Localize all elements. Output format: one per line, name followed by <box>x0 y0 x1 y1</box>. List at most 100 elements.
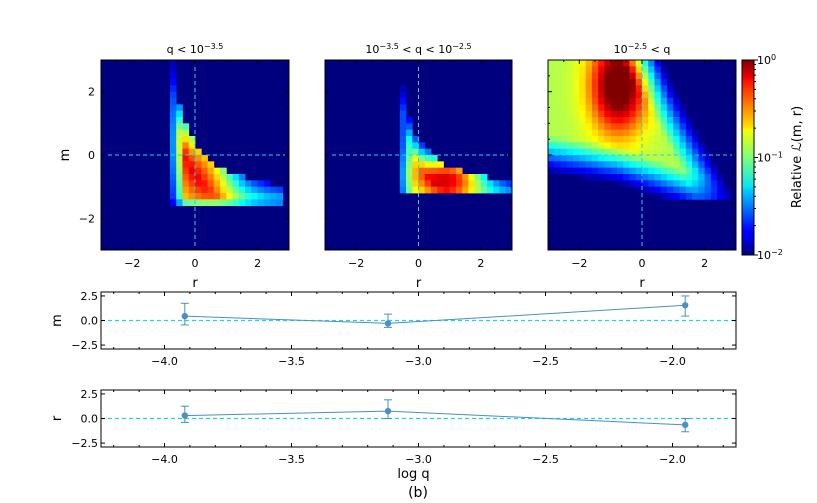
heatmap-cell <box>424 161 432 169</box>
heatmap-cell <box>623 91 630 99</box>
heatmap-cell <box>276 186 284 194</box>
heatmap-cell <box>629 110 637 118</box>
heatmap-cell <box>610 91 618 99</box>
heatmap-cell <box>604 98 612 105</box>
heatmap-cell <box>430 180 438 188</box>
heatmap-cell <box>692 155 699 162</box>
heatmap-cell <box>257 199 265 207</box>
heatmap-cell <box>667 186 674 194</box>
heatmap-cell <box>635 60 643 67</box>
heatmap-cell <box>182 186 190 194</box>
heatmap-cell <box>673 142 680 150</box>
heatmap-cell <box>654 98 662 105</box>
heatmap-cell <box>610 72 618 80</box>
heatmap-cell <box>654 123 662 131</box>
heatmap-cell <box>704 186 712 194</box>
heatmap-cell <box>554 98 561 105</box>
colorbar: 100 10−1 10−2 Relative ℒ(m, r) <box>741 53 805 262</box>
heatmap-cell <box>654 104 662 112</box>
heatmap-cell <box>573 91 580 99</box>
heatmap-cell <box>169 148 177 156</box>
heatmap-cell <box>560 66 568 74</box>
panel-title: 10−3.5 < q < 10−2.5 <box>365 42 471 57</box>
heatmap-cell <box>660 91 668 99</box>
heatmap-cell <box>660 161 668 169</box>
heatmap-cell <box>598 91 605 99</box>
heatmap-cell <box>176 117 183 124</box>
heatmap-cell <box>591 104 599 112</box>
heatmap-cell <box>585 167 593 175</box>
x-axis-label: r <box>416 276 422 291</box>
heatmap-cell <box>679 161 687 169</box>
heatmap-cell <box>579 91 586 99</box>
heatmap-cell <box>698 161 706 169</box>
heatmap-cell <box>585 129 593 137</box>
heatmap-cell <box>604 136 612 143</box>
heatmap-cell <box>629 148 637 156</box>
heatmap-cell <box>679 186 687 194</box>
heatmap-cell <box>591 85 599 93</box>
heatmap-cell <box>251 199 259 207</box>
heatmap-cell <box>399 136 407 143</box>
heatmap-cell <box>169 117 177 124</box>
heatmap-cell <box>437 167 444 175</box>
heatmap-cell <box>623 142 630 150</box>
heatmap-cell <box>573 110 580 118</box>
heatmap-cell <box>443 167 451 175</box>
heatmap-cell <box>667 142 674 150</box>
heatmap-cell <box>213 199 221 207</box>
heatmap-cell <box>635 180 643 188</box>
heatmap-cell <box>449 174 457 181</box>
heatmap-cell <box>176 123 183 131</box>
heatmap-cell <box>598 123 605 131</box>
heatmap-cell <box>648 186 655 194</box>
heatmap-cell <box>560 72 568 80</box>
data-point <box>682 302 689 309</box>
heatmap-cell <box>169 161 177 169</box>
heatmap-cell <box>604 129 612 137</box>
heatmap-cell <box>698 180 706 188</box>
heatmap-cell <box>673 174 680 181</box>
heatmap-cell <box>566 72 574 80</box>
heatmap-cell <box>591 91 599 99</box>
heatmap-cell <box>704 180 712 188</box>
heatmap-cell <box>660 104 668 112</box>
heatmap-cell <box>642 110 649 118</box>
heatmap-cell <box>610 98 618 105</box>
heatmap-cell <box>667 193 674 200</box>
heatmap-cell <box>169 91 177 99</box>
heatmap-cell <box>629 174 637 181</box>
heatmap-cell <box>487 186 494 194</box>
heatmap-cell <box>412 174 419 181</box>
heatmap-cell <box>399 117 407 124</box>
heatmap-cell <box>468 174 475 181</box>
heatmap-cell <box>660 72 668 80</box>
heatmap-cell <box>207 174 215 181</box>
heatmap-cell <box>616 117 624 124</box>
heatmap-cell <box>629 66 637 74</box>
heatmap-cell <box>685 161 693 169</box>
heatmap-cell <box>399 186 407 194</box>
heatmap-cell <box>598 161 605 169</box>
heatmap-cell <box>182 123 190 131</box>
heatmap-cell <box>635 174 643 181</box>
heatmap-cell <box>598 79 605 86</box>
heatmap-cell <box>399 174 407 181</box>
heatmap-cell <box>692 167 699 175</box>
heatmap-cell <box>642 66 649 74</box>
y-tick-label: 2.5 <box>81 388 99 401</box>
heatmap-cell <box>604 60 612 67</box>
heatmap-cell <box>245 180 252 188</box>
data-point <box>181 312 189 320</box>
heatmap-cell <box>169 60 177 67</box>
heatmap-cell <box>566 91 574 99</box>
heatmap-cell <box>679 110 687 118</box>
heatmap-cell <box>648 60 655 67</box>
heatmap-cell <box>616 85 624 93</box>
heatmap-cell <box>418 167 426 175</box>
heatmap-cell <box>591 123 599 131</box>
heatmap-cell <box>704 161 712 169</box>
heatmap-cell <box>598 66 605 74</box>
heatmap-panel-high-q: −2 0 2 r 10−2.5 < q <box>547 42 737 291</box>
